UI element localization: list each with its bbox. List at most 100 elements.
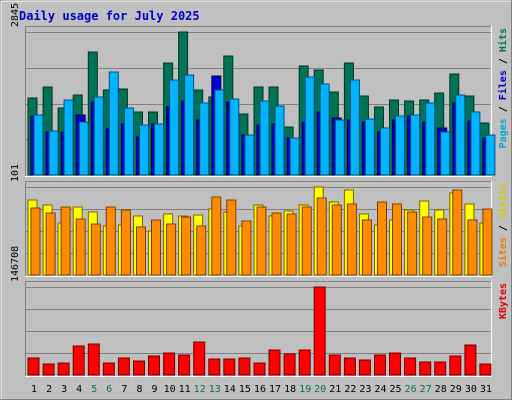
bar-hits-pages-day-12 [199,102,210,176]
bar-kbytes-kbytes-day-20 [313,286,326,376]
panel-hits: 2845 Pages / Files / Hits [10,3,509,177]
bar-hits-pages-day-30 [470,111,481,176]
bar-kbytes-kbytes-day-7 [117,357,130,376]
bar-kbytes-kbytes-day-13 [208,358,221,376]
bar-kbytes-kbytes-day-29 [449,355,462,376]
x-tick-label-day-7: 7 [121,384,127,395]
bar-hits-pages-day-8 [139,124,149,176]
bar-kbytes-kbytes-day-17 [268,349,281,376]
x-tick-label-day-25: 25 [389,384,401,395]
bar-visits-sites-day-9 [151,219,161,276]
bar-hits-pages-day-27 [425,102,436,176]
x-tick-label-day-3: 3 [61,384,67,395]
bar-visits-sites-day-6 [105,206,116,276]
bar-hits-pages-day-6 [108,71,119,176]
bar-visits-sites-day-20 [316,197,327,276]
bar-visits-sites-day-23 [361,219,372,276]
panel-kbytes: 146708 KBytes [10,246,509,377]
bar-visits-sites-day-28 [437,218,448,276]
panel-visits-max-label: 101 [10,164,21,182]
x-tick-label-day-30: 30 [465,384,477,395]
bar-kbytes-kbytes-day-26 [404,357,417,376]
x-tick-label-day-9: 9 [151,384,157,395]
bar-hits-pages-day-13 [214,89,225,176]
bar-hits-pages-day-16 [259,100,270,176]
bar-kbytes-kbytes-day-28 [434,361,447,376]
bar-kbytes-kbytes-day-18 [283,353,296,376]
bar-kbytes-kbytes-day-24 [374,354,386,376]
bar-visits-sites-day-12 [196,225,207,276]
x-axis-labels: 1 2 3 4 5 6 7 8 9 10 11 12 13 14 15 16 17 18 19 20 21 22 23 24 2… [31,384,492,395]
legend-hits-part-2: Files [497,70,509,100]
panel-kbytes-max-label: 146708 [10,246,21,282]
bar-visits-sites-day-2 [45,212,56,276]
x-tick-label-day-6: 6 [106,384,112,395]
bar-hits-pages-day-21 [334,119,345,176]
bar-kbytes-kbytes-day-22 [343,357,356,376]
x-tick-label-day-10: 10 [164,384,176,395]
panel-kbytes-legend: KBytes [498,283,509,319]
bar-kbytes-kbytes-day-19 [298,349,311,376]
x-tick-label-day-5: 5 [91,384,97,395]
bar-hits-pages-day-19 [304,76,315,176]
bar-kbytes-kbytes-day-12 [193,341,206,376]
bar-kbytes-kbytes-day-4 [72,345,85,376]
bar-visits-sites-day-19 [301,206,312,276]
legend-hits-part-3: / [498,52,509,70]
bar-kbytes-kbytes-day-11 [178,354,191,376]
chart-title: Daily usage for July 2025 [19,9,200,23]
bar-visits-sites-day-3 [60,206,71,276]
x-tick-label-day-15: 15 [239,384,251,395]
bar-visits-sites-day-7 [120,209,131,276]
bar-hits-pages-day-5 [93,96,104,176]
bar-visits-sites-day-14 [226,199,237,276]
bar-kbytes-kbytes-day-15 [238,357,251,376]
legend-hits-part-1: / [498,100,509,118]
x-tick-label-day-1: 1 [31,384,37,395]
bar-hits-pages-day-26 [410,114,421,176]
bar-visits-sites-day-29 [452,189,463,276]
bar-visits-sites-day-25 [392,203,402,276]
bar-kbytes-kbytes-day-5 [87,343,100,376]
bar-visits-sites-day-26 [407,211,418,276]
x-tick-label-day-27: 27 [420,384,432,395]
bar-hits-pages-day-17 [274,105,285,176]
bar-visits-sites-day-18 [286,213,297,276]
bar-kbytes-kbytes-day-2 [42,363,55,376]
x-tick-label-day-19: 19 [299,384,311,395]
bar-visits-sites-day-27 [422,216,433,276]
series-sites [30,189,493,276]
bar-hits-pages-day-1 [33,114,44,176]
bar-visits-sites-day-11 [181,216,192,276]
bar-hits-pages-day-2 [48,130,59,176]
panel-visits: 101 Sites / Visits [10,164,509,277]
bar-visits-sites-day-31 [482,208,493,276]
bar-visits-sites-day-1 [30,207,41,276]
bar-hits-pages-day-31 [485,134,496,176]
panel-hits-max-label: 2845 [10,3,21,27]
x-tick-label-day-18: 18 [284,384,296,395]
bar-visits-sites-day-13 [211,196,222,276]
x-tick-label-day-4: 4 [76,384,82,395]
legend-visits-part-1: / [498,219,509,237]
bar-kbytes-kbytes-day-27 [419,361,432,376]
bar-visits-sites-day-4 [75,218,86,276]
series-kbytes [27,286,492,376]
bar-kbytes-kbytes-day-9 [148,355,160,376]
x-tick-label-day-17: 17 [269,384,281,395]
legend-kbytes-part-0: KBytes [498,283,509,319]
bar-visits-sites-day-24 [377,201,387,276]
bar-hits-pages-day-4 [78,121,89,176]
bar-hits-pages-day-3 [63,99,74,176]
bar-visits-sites-day-21 [331,204,342,276]
bar-visits-sites-day-30 [467,219,478,276]
x-tick-label-day-28: 28 [435,384,447,395]
series-pages [33,71,496,176]
bar-hits-pages-day-23 [364,118,375,176]
bar-kbytes-kbytes-day-16 [253,362,266,376]
bar-visits-sites-day-8 [136,226,146,276]
x-tick-label-day-23: 23 [359,384,371,395]
legend-visits-part-0: Sites [497,237,509,267]
x-tick-label-day-2: 2 [46,384,52,395]
